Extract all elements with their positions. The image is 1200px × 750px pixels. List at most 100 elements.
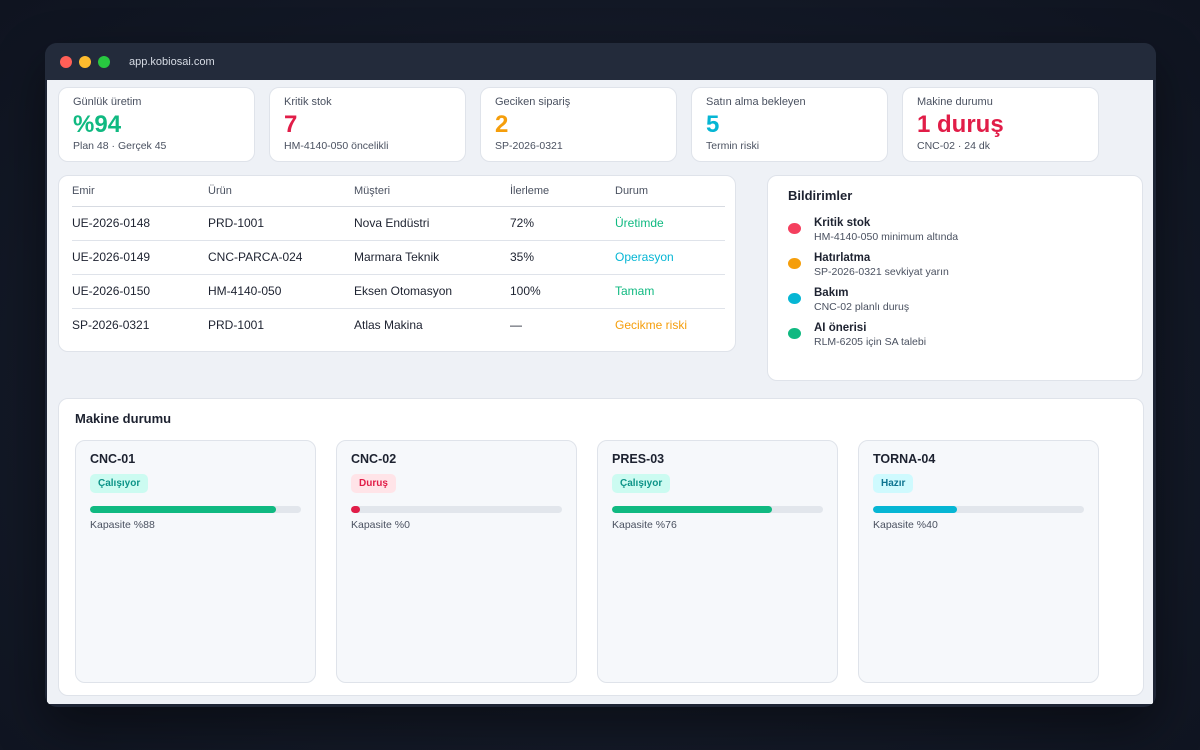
cell-emir: SP-2026-0321 — [72, 318, 150, 333]
notification-description: CNC-02 planlı duruş — [814, 301, 910, 313]
capacity-bar — [612, 506, 823, 513]
notification-title: AI önerisi — [814, 322, 867, 334]
cell-emir: UE-2026-0150 — [72, 274, 208, 309]
capacity-label: Kapasite %0 — [351, 519, 410, 531]
dashboard-content: Günlük üretim %94 Plan 48 · Gerçek 45 Kr… — [47, 80, 1153, 704]
kpi-value: 5 — [706, 111, 720, 138]
cell-durum: Tamam — [615, 274, 725, 309]
cell-emir: UE-2026-0148 — [72, 206, 208, 241]
cell-urun: CNC-PARCA-024 — [208, 240, 354, 275]
notification-item[interactable]: AI önerisi RLM-6205 için SA talebi — [788, 322, 1122, 348]
capacity-fill — [351, 506, 360, 513]
capacity-bar — [873, 506, 1084, 513]
table-row[interactable]: UE-2026-0149 CNC-PARCA-024 Marmara Tekni… — [72, 240, 725, 275]
status-dot-icon — [788, 328, 801, 339]
notification-title: Kritik stok — [814, 217, 871, 229]
column-header-emir[interactable]: Emir — [72, 176, 208, 207]
kpi-value: 7 — [284, 111, 298, 138]
browser-window: app.kobiosai.com Günlük üretim %94 Plan … — [45, 43, 1156, 707]
notification-item[interactable]: Hatırlatma SP-2026-0321 sevkiyat yarın — [788, 252, 1122, 278]
capacity-label: Kapasite %76 — [612, 519, 677, 531]
machine-name: PRES-03 — [612, 452, 665, 466]
notifications-panel: Bildirimler Kritik stok HM-4140-050 mini… — [767, 175, 1143, 381]
maximize-window-button[interactable] — [98, 55, 110, 68]
cell-ilerleme: 100% — [510, 274, 615, 309]
kpi-card-critical-stock[interactable]: Kritik stok 7 HM-4140-050 öncelikli — [269, 87, 466, 162]
cell-urun: PRD-1001 — [208, 318, 265, 333]
capacity-label: Kapasite %40 — [873, 519, 938, 531]
status-dot-icon — [788, 258, 801, 269]
kpi-card-delayed-orders[interactable]: Geciken sipariş 2 SP-2026-0321 — [480, 87, 677, 162]
kpi-label: Geciken sipariş — [495, 96, 571, 108]
kpi-label: Satın alma bekleyen — [706, 96, 806, 108]
machine-status-panel: Makine durumu CNC-01 Çalışıyor Kapasite … — [58, 398, 1144, 696]
column-header-urun[interactable]: Ürün — [208, 176, 354, 207]
notification-item[interactable]: Kritik stok HM-4140-050 minimum altında — [788, 217, 1122, 243]
notification-description: HM-4140-050 minimum altında — [814, 231, 959, 243]
status-badge: Duruş — [351, 474, 396, 493]
notification-title: Hatırlatma — [814, 252, 871, 264]
notification-description: RLM-6205 için SA talebi — [814, 336, 927, 348]
table-row[interactable]: UE-2026-0148 PRD-1001 Nova Endüstri 72% … — [72, 206, 725, 241]
capacity-fill — [873, 506, 958, 513]
machine-card-cnc-02[interactable]: CNC-02 Duruş Kapasite %0 — [336, 440, 577, 683]
notifications-title: Bildirimler — [788, 188, 853, 203]
cell-ilerleme: 72% — [510, 206, 615, 241]
orders-table: Emir Ürün Müşteri İlerleme Durum UE-2026… — [72, 176, 725, 342]
capacity-fill — [90, 506, 276, 513]
kpi-subtitle: Plan 48 · Gerçek 45 — [73, 140, 167, 152]
close-window-button[interactable] — [60, 55, 72, 68]
column-header-durum[interactable]: Durum — [615, 176, 725, 207]
kpi-label: Kritik stok — [284, 96, 332, 108]
status-badge: Çalışıyor — [612, 474, 671, 493]
cell-musteri: Marmara Teknik — [354, 240, 510, 275]
kpi-subtitle: HM-4140-050 öncelikli — [284, 140, 389, 152]
machine-name: CNC-01 — [90, 452, 136, 466]
status-badge: Çalışıyor — [90, 474, 149, 493]
cell-musteri: Atlas Makina — [354, 318, 423, 333]
table-header-row: Emir Ürün Müşteri İlerleme Durum — [72, 176, 725, 207]
kpi-subtitle: CNC-02 · 24 dk — [917, 140, 990, 152]
kpi-value: 2 — [495, 111, 509, 138]
status-dot-icon — [788, 223, 801, 234]
cell-urun: PRD-1001 — [208, 206, 354, 241]
notification-title: Bakım — [814, 287, 849, 299]
machine-status-title: Makine durumu — [75, 411, 172, 426]
address-bar[interactable]: app.kobiosai.com — [129, 55, 215, 68]
cell-ilerleme: — — [510, 318, 522, 333]
status-badge: Hazır — [873, 474, 914, 493]
notification-item[interactable]: Bakım CNC-02 planlı duruş — [788, 287, 1122, 313]
machine-name: CNC-02 — [351, 452, 397, 466]
table-row[interactable]: SP-2026-0321 PRD-1001 Atlas Makina — Gec… — [72, 308, 725, 342]
cell-urun: HM-4140-050 — [208, 274, 354, 309]
kpi-card-daily-production[interactable]: Günlük üretim %94 Plan 48 · Gerçek 45 — [58, 87, 255, 162]
capacity-label: Kapasite %88 — [90, 519, 155, 531]
machine-card-cnc-01[interactable]: CNC-01 Çalışıyor Kapasite %88 — [75, 440, 316, 683]
status-dot-icon — [788, 293, 801, 304]
table-row[interactable]: UE-2026-0150 HM-4140-050 Eksen Otomasyon… — [72, 274, 725, 309]
cell-durum: Gecikme riski — [615, 318, 688, 333]
kpi-subtitle: SP-2026-0321 — [495, 140, 563, 152]
kpi-label: Makine durumu — [917, 96, 993, 108]
cell-emir: UE-2026-0149 — [72, 240, 208, 275]
capacity-bar — [90, 506, 301, 513]
machine-card-pres-03[interactable]: PRES-03 Çalışıyor Kapasite %76 — [597, 440, 838, 683]
column-header-ilerleme[interactable]: İlerleme — [510, 176, 615, 207]
notification-description: SP-2026-0321 sevkiyat yarın — [814, 266, 949, 278]
cell-durum: Üretimde — [615, 206, 725, 241]
browser-titlebar: app.kobiosai.com — [45, 43, 1156, 80]
machine-card-torna-04[interactable]: TORNA-04 Hazır Kapasite %40 — [858, 440, 1099, 683]
cell-musteri: Eksen Otomasyon — [354, 274, 510, 309]
orders-table-card: Emir Ürün Müşteri İlerleme Durum UE-2026… — [58, 175, 736, 352]
cell-ilerleme: 35% — [510, 240, 615, 275]
capacity-bar — [351, 506, 562, 513]
kpi-value: %94 — [73, 111, 122, 138]
machine-name: TORNA-04 — [873, 452, 936, 466]
minimize-window-button[interactable] — [79, 55, 91, 68]
capacity-fill — [612, 506, 773, 513]
kpi-card-machine-status[interactable]: Makine durumu 1 duruş CNC-02 · 24 dk — [902, 87, 1099, 162]
kpi-label: Günlük üretim — [73, 96, 142, 108]
kpi-value: 1 duruş — [917, 111, 1004, 138]
kpi-card-pending-purchase[interactable]: Satın alma bekleyen 5 Termin riski — [691, 87, 888, 162]
column-header-musteri[interactable]: Müşteri — [354, 176, 510, 207]
